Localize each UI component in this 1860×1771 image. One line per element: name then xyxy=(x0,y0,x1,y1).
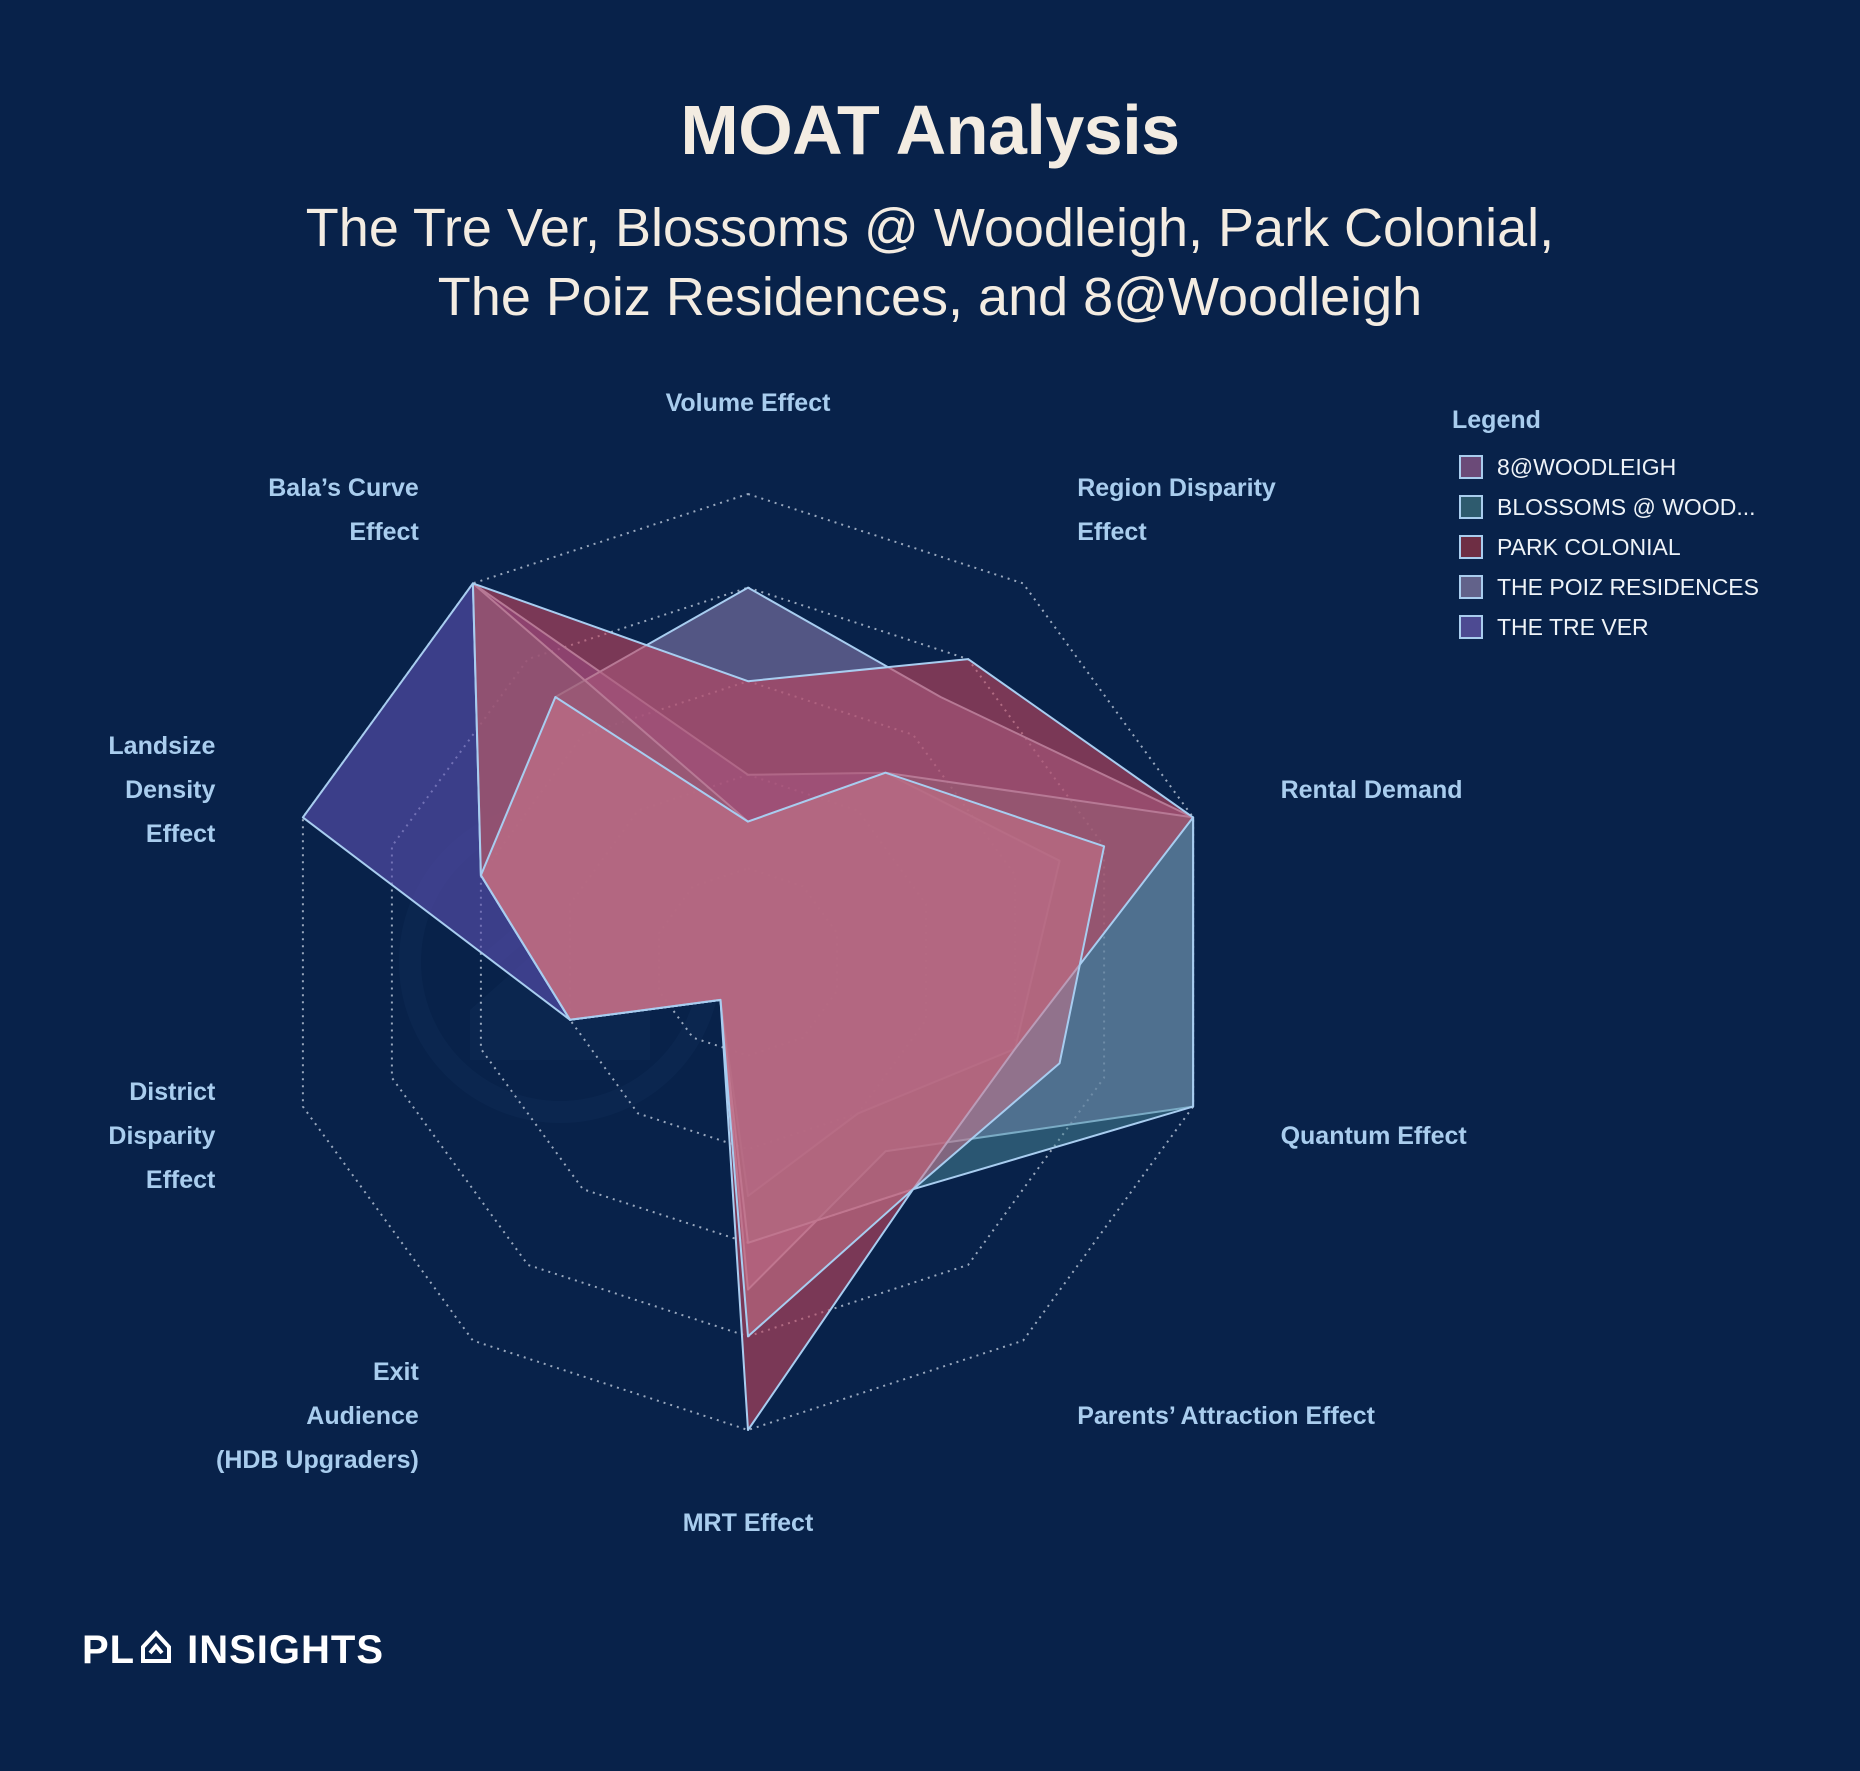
legend-label: BLOSSOMS @ WOOD... xyxy=(1497,493,1756,520)
subtitle-line-1: The Tre Ver, Blossoms @ Woodleigh, Park … xyxy=(305,198,1555,258)
legend-swatch xyxy=(1459,615,1483,639)
radar-series-layer xyxy=(301,582,1195,1431)
legend-swatch xyxy=(1459,575,1483,599)
axis-label-quantum-effect: Quantum Effect xyxy=(1281,1122,1468,1150)
axis-label-line: Parents’ Attraction Effect xyxy=(1077,1402,1375,1430)
axis-label-line: Disparity xyxy=(108,1122,215,1150)
axis-label-line: Effect xyxy=(349,518,419,546)
axis-label-landsize-density-effect: Landsize Density Effect xyxy=(108,732,216,848)
page-title: MOAT Analysis xyxy=(680,91,1180,169)
legend-label: PARK COLONIAL xyxy=(1497,533,1681,560)
axis-label-line: Effect xyxy=(1077,518,1147,546)
axis-label-line: Effect xyxy=(146,820,216,848)
legend-item-the-poiz-residences[interactable]: THE POIZ RESIDENCES xyxy=(1459,567,1852,607)
axis-label-line: Rental Demand xyxy=(1281,776,1463,804)
axis-label-line: District xyxy=(129,1078,216,1106)
house-arrow-icon xyxy=(141,1628,172,1673)
series-8-woodleigh xyxy=(479,696,1106,1338)
brand-text-right: INSIGHTS xyxy=(187,1628,385,1672)
axis-label-line: MRT Effect xyxy=(683,1509,814,1537)
axis-label-line: Landsize xyxy=(108,732,215,760)
legend-item-blossoms-woodleigh[interactable]: BLOSSOMS @ WOOD... xyxy=(1459,487,1852,527)
axis-label-line: Exit xyxy=(373,1358,420,1386)
legend-swatch xyxy=(1459,495,1483,519)
legend-label: THE TRE VER xyxy=(1497,613,1649,640)
axis-label-region-disparity-effect: Region Disparity Effect xyxy=(1077,474,1276,546)
axis-label-line: Volume Effect xyxy=(666,389,832,417)
brand-logo: PL INSIGHTS xyxy=(82,1628,384,1673)
brand-text-left: PL xyxy=(82,1628,136,1672)
axis-label-line: Bala’s Curve xyxy=(268,474,419,502)
legend-swatch xyxy=(1459,455,1483,479)
axis-label-parents-attraction-effect: Parents’ Attraction Effect xyxy=(1077,1402,1375,1430)
axis-label-bala-s-curve-effect: Bala’s Curve Effect xyxy=(268,474,419,546)
subtitle-line-2: The Poiz Residences, and 8@Woodleigh xyxy=(437,267,1423,327)
legend-item-the-tre-ver[interactable]: THE TRE VER xyxy=(1459,607,1852,647)
axis-label-line: Audience xyxy=(306,1402,419,1430)
axis-label-mrt-effect: MRT Effect xyxy=(683,1509,814,1537)
radar-axis-labels: Volume Effect Region Disparity Effect Renta… xyxy=(108,389,1467,1537)
legend-item-8-woodleigh[interactable]: 8@WOODLEIGH xyxy=(1459,447,1852,487)
legend-label: 8@WOODLEIGH xyxy=(1497,453,1677,480)
axis-label-line: Effect xyxy=(146,1166,216,1194)
legend-title: Legend xyxy=(1452,406,1541,434)
axis-label-volume-effect: Volume Effect xyxy=(666,389,832,417)
legend-label: THE POIZ RESIDENCES xyxy=(1497,573,1759,600)
legend: Legend 8@WOODLEIGH BLOSSOMS @ WOOD... PA… xyxy=(1452,406,1852,647)
axis-label-line: Density xyxy=(125,776,215,804)
axis-label-rental-demand: Rental Demand xyxy=(1281,776,1463,804)
axis-label-line: (HDB Upgraders) xyxy=(216,1446,419,1474)
axis-label-exit-audience-hdb-upgraders: Exit Audience (HDB Upgraders) xyxy=(216,1358,419,1474)
axis-label-line: Quantum Effect xyxy=(1281,1122,1468,1150)
legend-swatch xyxy=(1459,535,1483,559)
legend-item-park-colonial[interactable]: PARK COLONIAL xyxy=(1459,527,1852,567)
axis-label-district-disparity-effect: District Disparity Effect xyxy=(108,1078,216,1194)
axis-label-line: Region Disparity xyxy=(1077,474,1276,502)
